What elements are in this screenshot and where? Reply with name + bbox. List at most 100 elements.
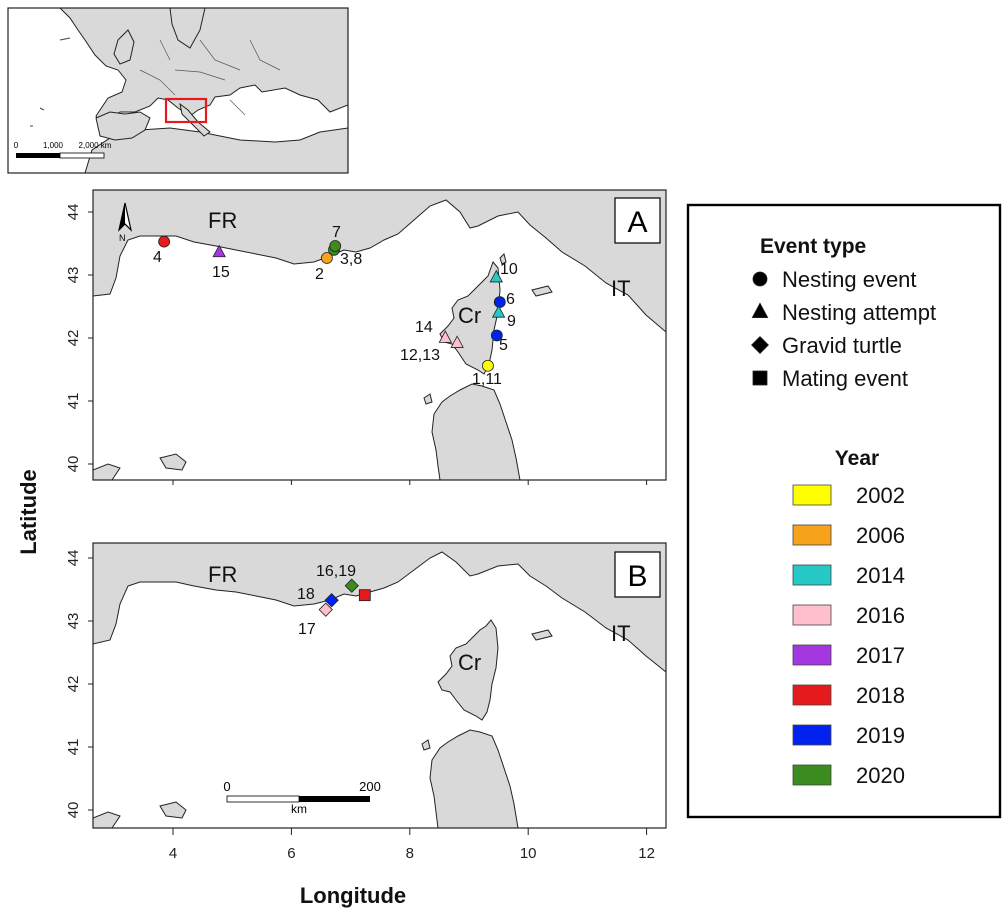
panel-a-point-label-7: 7 [332,224,341,241]
panel-b-y-tick-label-42: 42 [65,676,82,693]
panel-a-frame [92,189,667,481]
panel-a-point-10 [489,269,503,283]
panel-a-point-1-11 [482,359,494,372]
panel-a-point-label-2: 2 [315,266,324,283]
panel-a: N FR IT Cr A 4 15 2 3,8 7 10 6 9 5 14 12… [92,189,667,481]
inset-land-iberia [95,111,151,141]
panel-b-scale-label-km: km [291,802,307,816]
panel-a-point-4 [158,235,171,248]
panel-a-points [158,235,506,372]
legend-year-swatch-2019 [792,724,832,746]
north-arrow-label: N [119,233,126,243]
panel-b-menorca [93,811,121,828]
panel-b-corsica [437,619,499,721]
panel-a-sardinia [431,383,521,480]
inset-land-uk [113,29,135,65]
north-arrow: N [117,202,133,243]
inset-scale-label-0: 0 [14,141,19,150]
panel-b-scale-label-0: 0 [223,779,230,794]
x-tick-label-4: 4 [169,845,177,862]
legend-year-label-2017: 2017 [856,643,905,668]
panel-a-y-tick-label-42: 42 [65,330,82,347]
panel-b-letter-box [614,551,661,598]
legend-year-swatch-2017 [792,644,832,666]
legend-year-label-2018: 2018 [856,683,905,708]
panel-a-letter-box [614,197,661,244]
panel-b-scale-label-200: 200 [359,779,381,794]
panel-a-point-12-13 [450,335,464,348]
panel-a-elba [531,285,553,297]
legend-year-swatch-2018 [792,684,832,706]
panel-a-letter: A [627,206,647,239]
panel-a-label-fr: FR [208,208,237,233]
inset-study-area-box [164,97,208,124]
panel-a-menorca [93,463,121,480]
panel-a-point-label-10: 10 [500,261,518,278]
panel-a-point-5 [490,329,503,342]
panel-b-point-mating-2018 [358,589,371,602]
panel-b-sardinia [429,729,519,828]
panel-a-point-label-15: 15 [212,264,230,281]
legend-year-title: Year [835,447,879,470]
inset-scale-label-1000: 1,000 [43,141,64,150]
legend-year-label-2019: 2019 [856,723,905,748]
legend-year-swatch-2002 [792,484,832,506]
panel-b-islet [421,739,431,751]
x-axis-title: Longitude [300,883,406,908]
legend: Event type Nesting event Nesting attempt G… [686,203,1002,819]
panel-a-point-label-12-13: 12,13 [400,347,440,364]
panel-a-mainland [93,190,666,333]
panel-a-islet [423,393,433,405]
panel-a-point-label-6: 6 [506,291,515,308]
legend-years: 2002 2006 2014 2016 2017 2018 2019 2020 [792,483,905,788]
legend-year-swatch-2016 [792,604,832,626]
panel-a-point-label-5: 5 [499,337,508,354]
legend-square-icon [752,370,768,386]
panel-b: FR IT Cr B 16,19 18 17 0 200 km [92,542,667,829]
panel-a-point-7 [329,240,342,252]
panel-a-point-15 [212,244,226,258]
panel-a-point-14 [438,330,453,343]
legend-year-swatch-2014 [792,564,832,586]
panel-b-scale-bar: 0 200 km [223,779,380,816]
legend-event-label: Nesting event [782,267,917,292]
x-tick-label-12: 12 [638,845,655,862]
legend-year-label-2002: 2002 [856,483,905,508]
panel-a-point-label-4: 4 [153,249,162,266]
legend-event-types: Nesting event Nesting attempt Gravid turtl… [751,267,936,391]
panel-a-y-tick-label-41: 41 [65,393,82,410]
panel-a-point-label-3-8: 3,8 [340,251,362,268]
panel-b-y-tick-label-41: 41 [65,739,82,756]
panel-b-mainland [93,543,666,673]
panel-a-point-6 [493,296,506,308]
legend-year-swatch-2006 [792,524,832,546]
panel-b-y-tick-label-43: 43 [65,613,82,630]
panel-b-label-cr: Cr [458,650,481,675]
panel-a-label-it: IT [611,276,631,301]
panel-b-point-label-18: 18 [297,586,315,603]
legend-year-label-2014: 2014 [856,563,905,588]
inset-scale-label-2000: 2,000 km [79,141,112,150]
panel-b-y-tick-label-40: 40 [65,802,82,819]
inset-map: 0 1,000 2,000 km [7,7,349,174]
panel-a-label-cr: Cr [458,303,481,328]
panel-b-point-label-16-19: 16,19 [316,563,356,580]
legend-year-label-2016: 2016 [856,603,905,628]
y-axis-title: Latitude [16,469,41,555]
legend-event-title: Event type [760,235,866,258]
panel-b-points [318,578,371,617]
panel-a-point-label-9: 9 [507,313,516,330]
panel-a-y-tick-label-40: 40 [65,456,82,473]
panel-a-y-tick-label-44: 44 [65,204,82,221]
panel-b-point-18 [324,593,339,608]
panel-b-label-fr: FR [208,562,237,587]
legend-event-label: Gravid turtle [782,333,902,358]
legend-year-label-2020: 2020 [856,763,905,788]
x-tick-label-10: 10 [520,845,537,862]
panel-b-elba [531,629,553,641]
panel-a-point-9 [491,305,506,318]
panel-b-frame [92,542,667,829]
legend-diamond-icon [751,336,769,354]
